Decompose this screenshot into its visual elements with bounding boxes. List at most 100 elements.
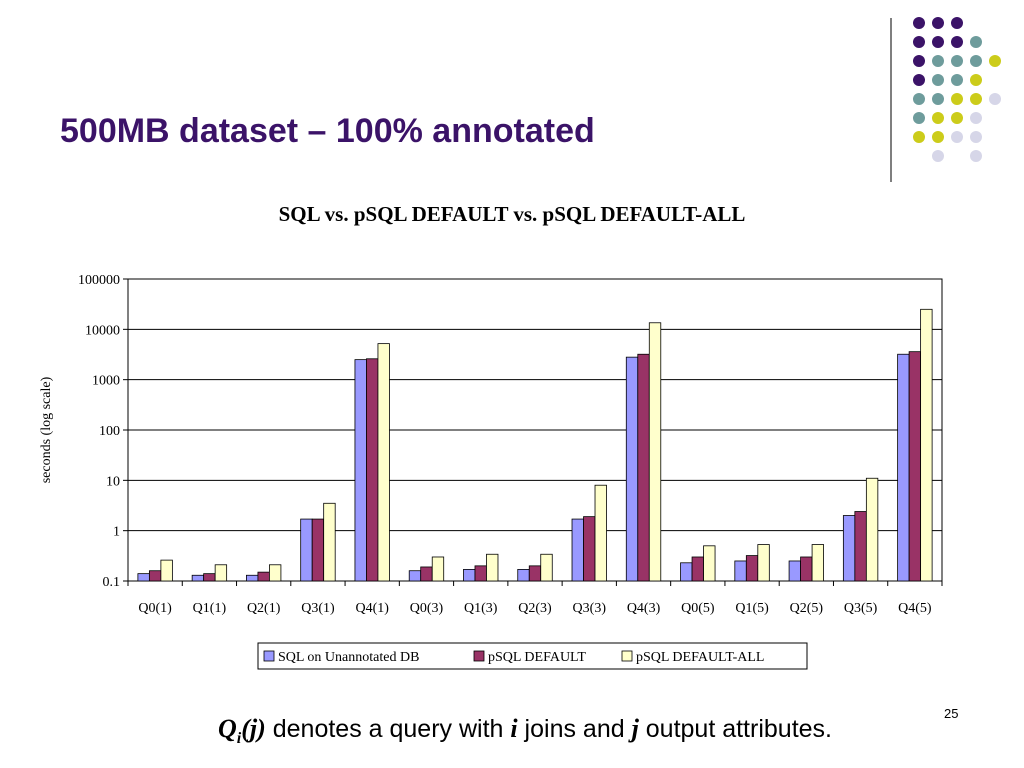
y-tick-label: 0.1 <box>103 575 121 590</box>
bar <box>148 570 162 582</box>
decorative-dot <box>970 55 982 67</box>
decorative-dot <box>951 112 963 124</box>
bar <box>594 484 607 582</box>
x-tick-label: Q1(5) <box>735 601 769 616</box>
decorative-dot <box>970 131 982 143</box>
x-tick-label: Q4(1) <box>355 601 389 616</box>
decorative-dot <box>970 150 982 162</box>
decorative-dot <box>913 36 925 48</box>
bar <box>648 322 662 582</box>
bar <box>431 556 445 582</box>
footnote-query-symbol: Qi(j) <box>218 714 266 748</box>
decorative-dot <box>951 74 963 86</box>
bar <box>788 560 801 582</box>
legend-swatch <box>263 650 275 662</box>
bar <box>811 544 824 582</box>
bar <box>269 564 282 582</box>
bar <box>920 308 933 582</box>
decorative-dot <box>970 36 982 48</box>
bar <box>137 573 150 582</box>
x-tick-label: Q4(3) <box>627 601 661 616</box>
y-tick-label: 1 <box>113 525 120 540</box>
bar <box>323 502 336 582</box>
bar-chart: 0.1 1 10 100 1000 10000 100000 Q0(1) Q1(1) Q2(1) Q… <box>39 273 943 670</box>
bar <box>583 516 596 582</box>
x-tick-label: Q0(3) <box>410 601 444 616</box>
y-tick-label: 10000 <box>85 323 120 338</box>
chart-title: SQL vs. pSQL DEFAULT vs. pSQL DEFAULT-AL… <box>278 202 746 226</box>
bar <box>691 556 704 582</box>
decorative-dot-grid <box>890 17 1001 182</box>
footnote-i: i <box>510 714 518 743</box>
decorative-dot <box>913 112 925 124</box>
bar <box>474 565 487 582</box>
bar <box>571 518 584 582</box>
bar <box>214 564 228 582</box>
y-axis-label: seconds (log scale) <box>39 376 54 483</box>
decorative-dot <box>932 93 944 105</box>
decorative-dot <box>970 74 982 86</box>
bar <box>517 569 530 582</box>
legend-swatch <box>621 650 633 662</box>
bar <box>897 353 910 582</box>
bar <box>680 562 693 582</box>
x-tick-label: Q1(3) <box>464 601 498 616</box>
bar <box>203 573 216 582</box>
bar <box>908 351 922 582</box>
legend <box>257 642 808 670</box>
footnote-text-2: joins and <box>517 715 632 743</box>
bar <box>734 560 747 582</box>
footnote-text-3: output attributes. <box>638 715 832 743</box>
x-tick-label: Q0(5) <box>681 601 715 616</box>
bar <box>463 569 476 582</box>
decorative-dot <box>913 131 925 143</box>
decorative-dot <box>932 36 944 48</box>
decorative-dot <box>970 93 982 105</box>
decorative-dot <box>970 112 982 124</box>
footnote-j: j <box>631 714 639 743</box>
bar <box>854 511 867 582</box>
legend-label: pSQL DEFAULT <box>488 650 586 665</box>
bar <box>257 571 270 582</box>
legend-swatch <box>473 650 485 662</box>
decorative-dot <box>951 131 963 143</box>
bar <box>160 559 173 582</box>
decorative-dot <box>932 131 944 143</box>
bar <box>800 556 813 582</box>
legend-label: pSQL DEFAULT-ALL <box>636 650 764 665</box>
x-tick-label: Q2(5) <box>790 601 824 616</box>
bar <box>528 565 542 582</box>
decorative-dot <box>932 74 944 86</box>
bar <box>300 518 313 582</box>
footnote-text-1: denotes a query with <box>265 715 511 743</box>
bar <box>408 570 422 582</box>
x-tick-label: Q4(5) <box>898 601 932 616</box>
x-tick-label: Q3(3) <box>573 601 607 616</box>
decorative-dot <box>913 74 925 86</box>
bar <box>865 477 879 582</box>
legend-label: SQL on Unannotated DB <box>278 650 419 665</box>
bar <box>540 553 553 582</box>
bar <box>420 566 433 582</box>
decorative-dot <box>932 112 944 124</box>
x-tick-label: Q2(3) <box>518 601 552 616</box>
decorative-dot <box>913 93 925 105</box>
decorative-dot <box>951 93 963 105</box>
decorative-dot <box>989 55 1001 67</box>
x-tick-label: Q0(1) <box>138 601 172 616</box>
bar <box>311 518 325 582</box>
decorative-dot <box>951 55 963 67</box>
decorative-dot <box>932 55 944 67</box>
bar <box>486 553 499 582</box>
bar <box>377 343 390 582</box>
y-tick-label: 100 <box>99 424 120 439</box>
bar <box>246 574 259 582</box>
bar <box>745 555 759 582</box>
y-tick-label: 100000 <box>78 273 120 288</box>
slide-title: 500MB dataset – 100% annotated <box>60 112 595 150</box>
y-tick-label: 1000 <box>92 374 120 389</box>
decorative-dot <box>913 17 925 29</box>
x-tick-label: Q3(5) <box>844 601 878 616</box>
bar <box>366 358 379 582</box>
y-tick-label: 10 <box>106 474 120 489</box>
